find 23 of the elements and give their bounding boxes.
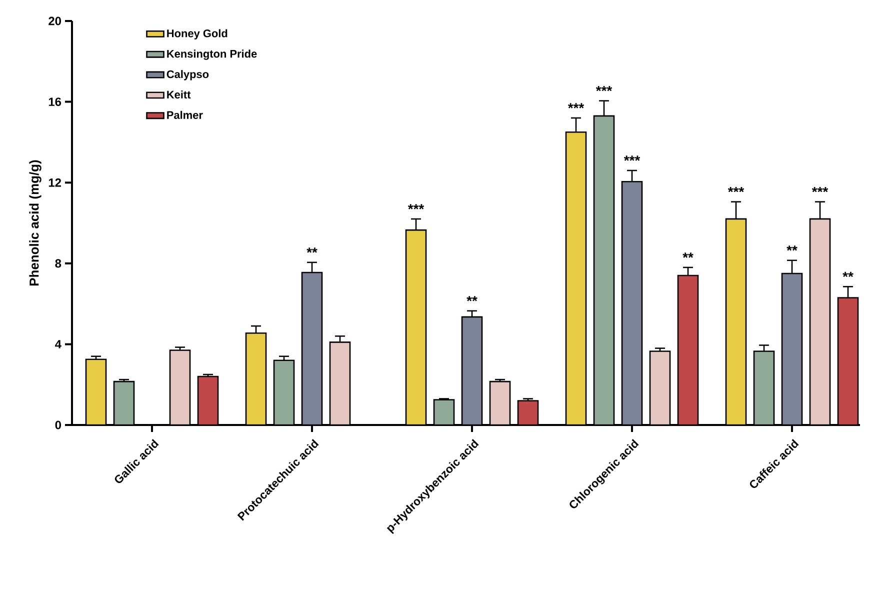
data-label: **	[682, 252, 694, 258]
legend-label: Kensington Pride	[167, 50, 257, 60]
data-label: ***	[812, 186, 828, 192]
y-tick-label: 20	[48, 16, 61, 26]
data-label: ***	[568, 103, 584, 108]
y-tick-label: 16	[48, 98, 62, 106]
data-label: **	[466, 296, 478, 302]
data-label: ***	[408, 204, 424, 210]
y-tick-label: 8	[55, 259, 62, 268]
y-axis-title: Phenolic acid (mg/g)	[29, 160, 42, 286]
data-label: **	[786, 246, 798, 251]
data-label: ***	[728, 186, 744, 192]
data-label: **	[842, 272, 854, 278]
legend-label: Palmer	[167, 110, 203, 119]
y-tick-label: 12	[48, 178, 61, 187]
legend-label: Honey Gold	[167, 29, 228, 40]
data-label: ***	[596, 86, 612, 92]
legend-label: Keitt	[167, 90, 191, 99]
data-label: **	[306, 248, 318, 253]
legend-label: Calypso	[166, 70, 209, 80]
data-label: ***	[624, 156, 640, 161]
y-tick-label: 4	[55, 340, 62, 348]
y-tick-label: 0	[55, 420, 61, 430]
